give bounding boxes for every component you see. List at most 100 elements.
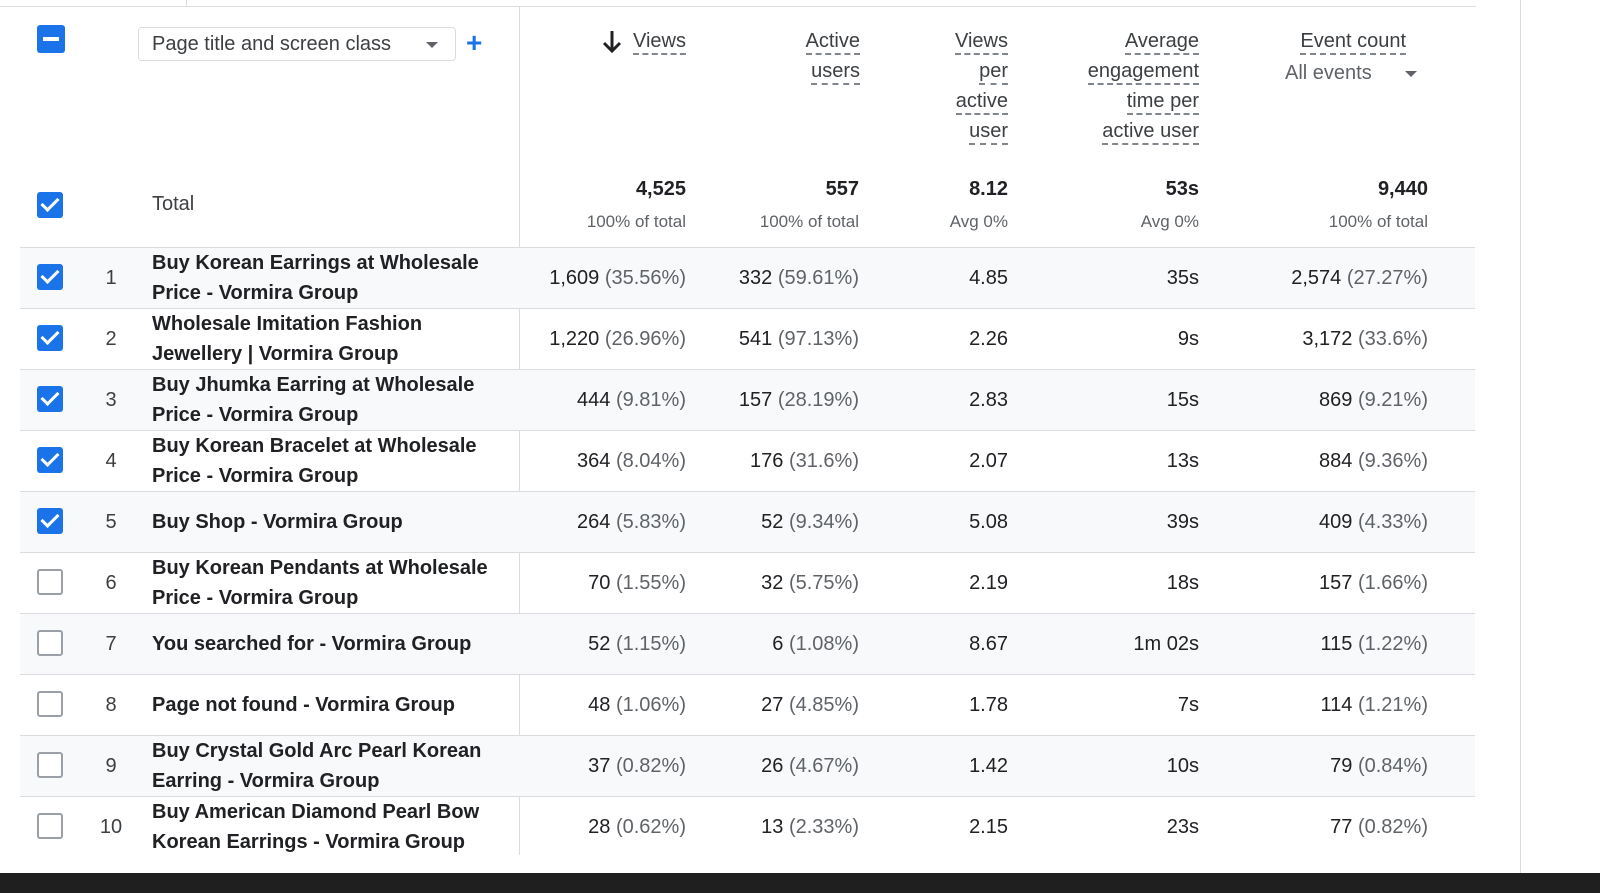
views-percent: (0.82%) [615,755,686,777]
metric-header-text: time per [1126,90,1199,115]
metric-header-line: time per [1050,88,1199,118]
sort-descending-icon[interactable] [600,28,624,56]
row-checkbox[interactable] [37,813,63,839]
row-checkbox[interactable] [37,325,63,351]
row-number: 8 [105,694,117,716]
metric-header-engagement-time[interactable]: Average engagement time per active user [1050,28,1199,148]
views-per-user-cell: 1.78 [969,694,1008,716]
event-count-cell: 884 (9.36%) [1210,431,1428,491]
views-per-user-cell: 4.85 [969,267,1008,289]
total-views: 4,525 [635,178,686,200]
page-title-cell: Buy Shop - Vormira Group [152,492,512,552]
metric-header-text: Views [955,30,1008,55]
metric-header-views[interactable]: Views [580,28,686,58]
event-count-percent: (33.6%) [1357,328,1428,350]
metric-header-text: Views [633,30,686,55]
total-events: 9,440 [1377,178,1428,200]
metric-header-views-per-user[interactable]: Views per active user [900,28,1008,148]
metric-header-active-users[interactable]: Active users [740,28,860,88]
views-cell: 52 (1.15%) [420,614,686,674]
table-row[interactable]: 4 Buy Korean Bracelet at Wholesale Price … [20,430,1475,491]
active-users-percent: (4.85%) [788,694,859,716]
chevron-down-icon [1405,71,1417,77]
row-number: 1 [105,267,117,289]
total-events-sub: 100% of total [1328,212,1428,231]
views-value: 48 [588,694,611,716]
row-checkbox[interactable] [37,752,63,778]
active-users-cell: 157 (28.19%) [690,370,859,430]
metric-header-line: Views [580,28,686,58]
table-row[interactable]: 1 Buy Korean Earrings at Wholesale Price … [20,247,1475,308]
event-count-value: 157 [1319,572,1353,594]
engagement-time-cell: 1m 02s [1133,633,1199,655]
engagement-time-cell: 7s [1177,694,1199,716]
select-all-checkbox[interactable] [37,25,65,53]
page-title-cell: You searched for - Vormira Group [152,614,512,674]
views-percent: (35.56%) [604,267,686,289]
total-views-per-user-sub: Avg 0% [949,212,1008,231]
event-count-percent: (1.22%) [1357,633,1428,655]
row-checkbox[interactable] [37,691,63,717]
table-row[interactable]: 3 Buy Jhumka Earring at Wholesale Price -… [20,369,1475,430]
row-checkbox[interactable] [37,569,63,595]
views-value: 444 [577,389,611,411]
views-percent: (1.06%) [615,694,686,716]
active-users-value: 26 [761,755,784,777]
active-users-percent: (97.13%) [777,328,859,350]
table-row[interactable]: 5 Buy Shop - Vormira Group 264 (5.83%) 52 (… [20,491,1475,552]
page-title-text: Buy Korean Bracelet at Wholesale Price -… [152,435,477,487]
table-row[interactable]: 9 Buy Crystal Gold Arc Pearl Korean Earri… [20,735,1475,796]
page-title-text: Page not found - Vormira Group [152,694,455,716]
event-count-percent: (9.21%) [1357,389,1428,411]
dimension-select[interactable]: Page title and screen class [138,27,456,61]
active-users-cell: 176 (31.6%) [690,431,859,491]
event-count-cell: 114 (1.21%) [1210,675,1428,735]
right-panel-edge [1520,0,1600,873]
event-count-value: 2,574 [1291,267,1342,289]
total-engagement-sub: Avg 0% [1140,212,1199,231]
engagement-time-cell: 9s [1177,328,1199,350]
row-checkbox[interactable] [37,386,63,412]
event-selector[interactable]: All events [1285,58,1417,88]
views-cell: 70 (1.55%) [420,553,686,613]
table-row[interactable]: 7 You searched for - Vormira Group 52 (1.1… [20,613,1475,674]
metric-header-text: active user [1102,120,1199,145]
table-row[interactable]: 10 Buy American Diamond Pearl Bow Korean … [20,796,1475,857]
engagement-time-cell: 23s [1166,816,1199,838]
event-count-cell: 869 (9.21%) [1210,370,1428,430]
metric-header-line: Active [740,28,860,58]
event-count-cell: 115 (1.22%) [1210,614,1428,674]
column-divider [519,7,520,855]
event-count-cell: 79 (0.84%) [1210,736,1428,796]
engagement-time-cell: 35s [1166,267,1199,289]
views-cell: 1,609 (35.56%) [420,248,686,308]
event-count-value: 77 [1330,816,1353,838]
row-checkbox[interactable] [37,630,63,656]
event-count-cell: 157 (1.66%) [1210,553,1428,613]
row-checkbox[interactable] [37,447,63,473]
metric-header-event-count[interactable]: Event count [1260,28,1406,58]
page-title-cell: Buy Korean Pendants at Wholesale Price -… [152,553,512,613]
table-row[interactable]: 6 Buy Korean Pendants at Wholesale Price … [20,552,1475,613]
chevron-down-icon [426,42,438,48]
row-number: 5 [105,511,117,533]
metric-header-text: per [979,60,1008,85]
event-count-value: 409 [1319,511,1353,533]
total-checkbox[interactable] [37,192,63,218]
page-title-text: Buy American Diamond Pearl Bow Korean Ea… [152,801,480,853]
active-users-percent: (4.67%) [788,755,859,777]
add-dimension-icon[interactable]: + [466,27,483,58]
table-row[interactable]: 8 Page not found - Vormira Group 48 (1.06%… [20,674,1475,735]
metric-header-text: Event count [1300,30,1406,55]
active-users-value: 6 [772,633,784,655]
row-checkbox[interactable] [37,508,63,534]
engagement-time-cell: 39s [1166,511,1199,533]
views-per-user-cell: 2.19 [969,572,1008,594]
event-count-cell: 409 (4.33%) [1210,492,1428,552]
metric-header-text: active [955,90,1008,115]
views-cell: 28 (0.62%) [420,797,686,857]
row-checkbox[interactable] [37,264,63,290]
page-title-cell: Page not found - Vormira Group [152,675,512,735]
table-row[interactable]: 2 Wholesale Imitation Fashion Jewellery |… [20,308,1475,369]
active-users-value: 541 [738,328,773,350]
